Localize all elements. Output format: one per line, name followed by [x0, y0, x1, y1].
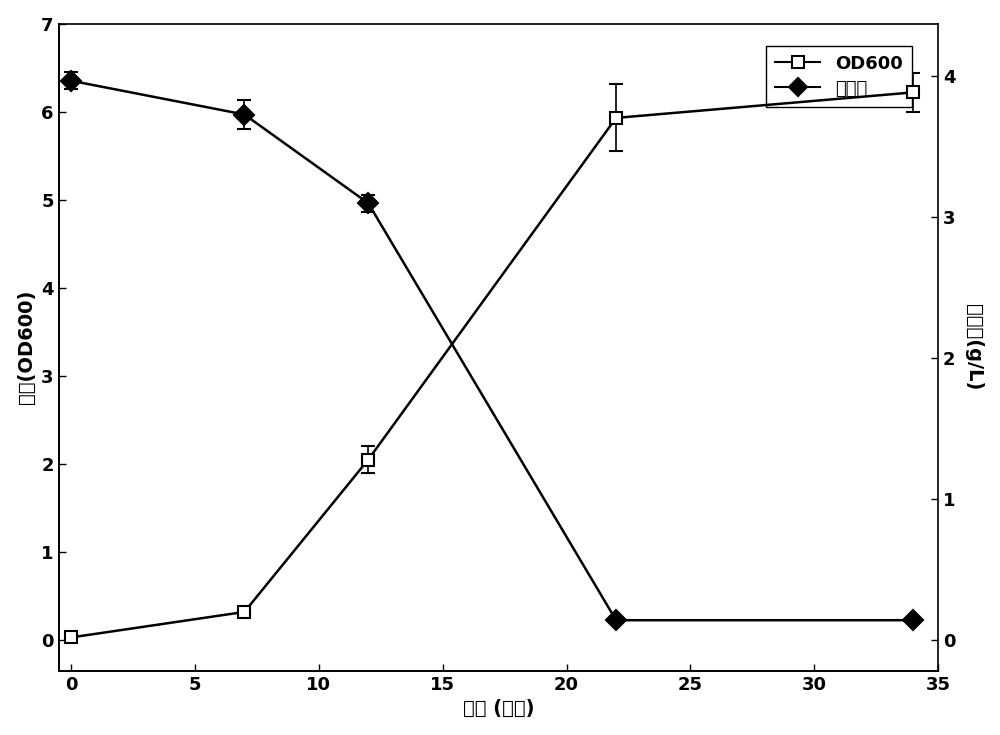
- Y-axis label: 瓜氨酸(g/L): 瓜氨酸(g/L): [964, 304, 983, 390]
- X-axis label: 时间 (小时): 时间 (小时): [463, 699, 534, 718]
- Legend: OD600, 瓜氨酸: OD600, 瓜氨酸: [766, 46, 912, 107]
- Y-axis label: 菌浓(OD600): 菌浓(OD600): [17, 290, 36, 404]
